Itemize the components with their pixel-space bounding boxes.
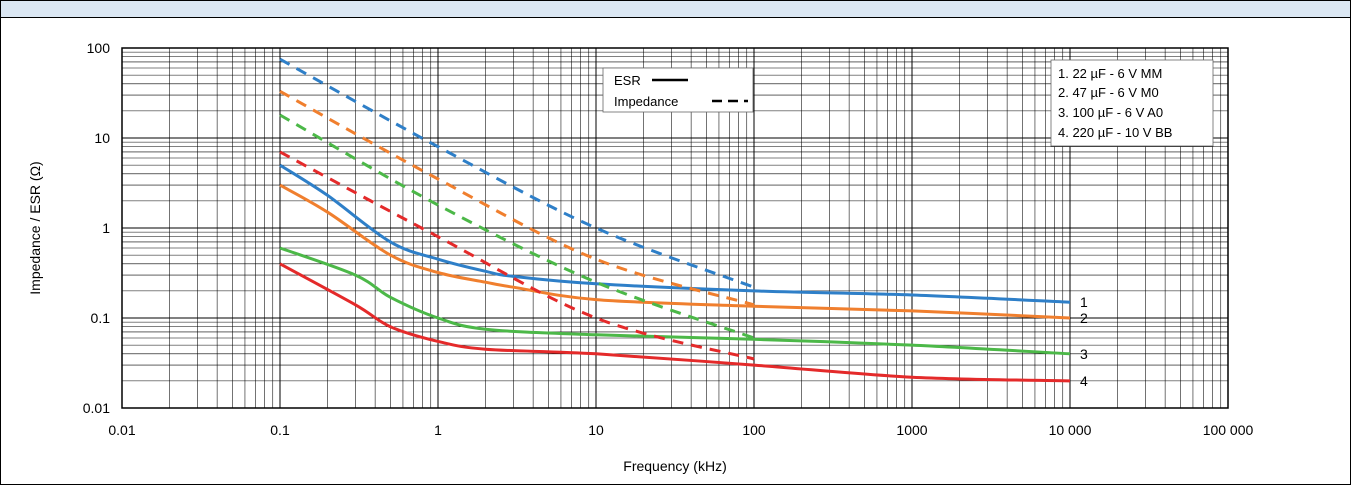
curve-label-2: 2: [1080, 310, 1088, 326]
x-axis-label: Frequency (kHz): [623, 458, 726, 474]
legend-series-2: 2. 47 µF - 6 V M0: [1058, 85, 1159, 100]
curve-label-4: 4: [1080, 373, 1088, 389]
x-tick-label: 100: [742, 422, 766, 438]
impedance-curve-3: [279, 113, 755, 340]
impedance-curve-4: [279, 150, 755, 361]
x-tick-label: 100 000: [1203, 422, 1254, 438]
x-tick-label: 0.1: [270, 422, 290, 438]
x-tick-label: 1000: [896, 422, 927, 438]
impedance-curve-1: [279, 57, 755, 289]
esr-curve-4: [279, 262, 1071, 383]
x-tick-label: 10: [588, 422, 604, 438]
legend-esr-label: ESR: [614, 73, 641, 88]
impedance-curve-2: [279, 89, 755, 307]
legend-series-1: 1. 22 µF - 6 V MM: [1058, 66, 1162, 81]
plot-area: [121, 47, 1229, 409]
x-tick-label: 1: [434, 422, 442, 438]
y-tick-label: 1: [102, 220, 110, 236]
header-band: [1, 1, 1350, 18]
line-style-legend: ESR Impedance: [602, 67, 754, 113]
legend-series-4: 4. 220 µF - 10 V BB: [1058, 125, 1172, 140]
y-tick-label: 100: [87, 40, 111, 56]
legend-impedance-label: Impedance: [614, 94, 678, 109]
x-tick-label: 10 000: [1049, 422, 1092, 438]
esr-curve-3: [279, 246, 1071, 356]
data-curves: [279, 57, 1071, 383]
y-axis-label: Impedance / ESR (Ω): [27, 161, 43, 294]
curve-label-3: 3: [1080, 346, 1088, 362]
y-tick-labels: 0.01 0.1 1 10 100: [83, 40, 110, 416]
esr-curve-1: [279, 163, 1071, 304]
curve-label-1: 1: [1080, 294, 1088, 310]
style-legend-box: [602, 67, 754, 113]
curve-labels: 12 3 4: [1080, 294, 1088, 389]
y-tick-label: 0.1: [91, 310, 111, 326]
y-tick-label: 10: [94, 130, 110, 146]
series-legend: 1. 22 µF - 6 V MM 2. 47 µF - 6 V M0 3. 1…: [1050, 59, 1214, 147]
x-tick-labels: 0.01 0.1 1 10 100 1000 10 000 100 000: [108, 422, 1253, 438]
esr-curve-2: [279, 183, 1071, 320]
legend-series-3: 3. 100 µF - 6 V A0: [1058, 105, 1163, 120]
x-tick-label: 0.01: [108, 422, 135, 438]
y-tick-label: 0.01: [83, 400, 110, 416]
series-legend-box: [1050, 59, 1214, 147]
